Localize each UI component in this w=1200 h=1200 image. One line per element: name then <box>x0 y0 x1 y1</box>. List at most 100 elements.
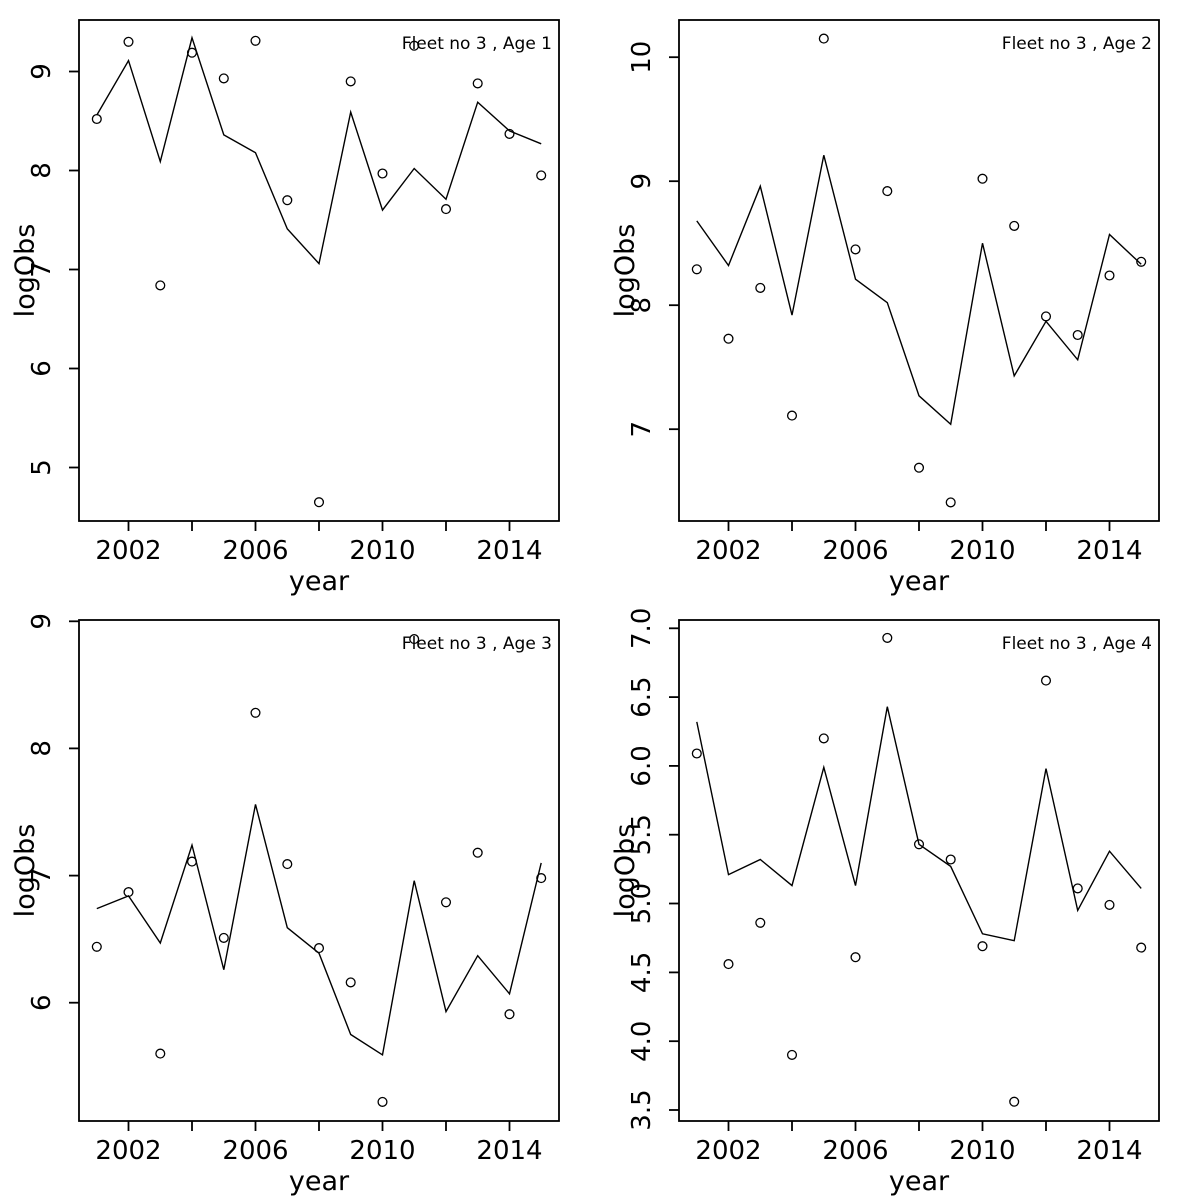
obs-point <box>1104 270 1115 281</box>
obs-point <box>882 632 893 643</box>
obs-point <box>186 47 198 58</box>
x-axis-label: year <box>289 566 350 597</box>
y-tick-label: 3.5 <box>627 1089 657 1130</box>
obs-point <box>250 707 261 718</box>
y-tick-label: 5 <box>27 459 57 476</box>
fit-line <box>96 35 542 266</box>
obs-point <box>536 873 547 884</box>
x-tick-label: 2002 <box>695 536 761 566</box>
y-tick-label: 4.5 <box>627 952 657 993</box>
chart-fleet3-age2: 2002 2006 2010 2014 7 8 9 10 Fleet no 3 , Age 2 y… <box>610 19 1160 597</box>
obs-point <box>218 73 229 84</box>
obs-point <box>786 410 798 421</box>
obs-point <box>1072 329 1083 341</box>
obs-point <box>882 186 893 197</box>
obs-point <box>282 859 293 870</box>
obs-point <box>1136 256 1147 267</box>
plot-frame <box>78 619 560 1122</box>
x-tick-label: 2010 <box>349 1136 415 1166</box>
obs-point <box>91 941 102 952</box>
obs-point <box>913 462 925 473</box>
obs-point <box>723 333 734 344</box>
obs-point <box>786 1049 798 1060</box>
obs-point <box>282 195 293 206</box>
y-tick-label: 6 <box>27 360 57 377</box>
y-tick-label: 6.5 <box>627 676 657 717</box>
x-tick-label: 2002 <box>695 1136 761 1166</box>
x-tick-label: 2002 <box>95 536 161 566</box>
obs-point <box>755 917 766 928</box>
obs-point <box>1040 311 1052 322</box>
obs-point <box>345 76 356 87</box>
chart-fleet3-age3: 2002 2006 2010 2014 6 7 8 9 Fleet no 3 , Age 3 ye… <box>10 613 560 1197</box>
panel-title: Fleet no 3 , Age 3 <box>402 634 552 654</box>
y-tick-label: 4.0 <box>627 1021 657 1062</box>
panel-title: Fleet no 3 , Age 1 <box>402 34 552 54</box>
obs-point <box>313 943 325 954</box>
obs-point <box>691 264 702 275</box>
y-tick-label: 10 <box>627 41 657 74</box>
x-tick-label: 2006 <box>822 1136 888 1166</box>
y-tick-label: 9 <box>627 173 657 190</box>
plot-frame <box>678 619 1160 1122</box>
x-tick-label: 2010 <box>949 1136 1015 1166</box>
obs-point <box>472 78 483 89</box>
x-tick-label: 2002 <box>95 1136 161 1166</box>
y-tick-label: 8 <box>27 162 57 179</box>
x-tick-label: 2014 <box>1076 536 1142 566</box>
panel-fleet3-age3: 2002 2006 2010 2014 6 7 8 9 Fleet no 3 , Age 3 ye… <box>0 600 600 1200</box>
y-tick-label: 5.0 <box>627 883 657 924</box>
chart-fleet3-age1: 2002 2006 2010 2014 5 6 7 8 9 Fleet no 3 , Age 1 y… <box>10 19 560 597</box>
obs-point <box>345 977 356 988</box>
panel-title: Fleet no 3 , Age 4 <box>1002 634 1152 654</box>
x-axis-label: year <box>289 1166 350 1197</box>
obs-point <box>377 1096 388 1107</box>
obs-point <box>691 748 702 759</box>
obs-point <box>504 1009 515 1020</box>
x-tick-label: 2014 <box>476 1136 542 1166</box>
x-tick-label: 2006 <box>222 1136 288 1166</box>
fit-line <box>96 804 542 1057</box>
y-tick-label: 8 <box>27 740 57 757</box>
obs-point <box>1072 883 1083 894</box>
x-tick-label: 2010 <box>949 536 1015 566</box>
obs-point <box>1009 1096 1020 1107</box>
y-tick-label: 7.0 <box>627 608 657 649</box>
x-tick-label: 2014 <box>476 536 542 566</box>
plot-frame <box>78 19 560 522</box>
y-tick-label: 9 <box>27 613 57 630</box>
obs-point <box>186 856 198 867</box>
obs-point <box>440 204 452 215</box>
plot-frame <box>678 19 1160 522</box>
obs-point <box>977 173 988 184</box>
y-tick-label: 5.5 <box>627 814 657 855</box>
y-axis-label: logObs <box>10 224 41 318</box>
fit-line <box>696 155 1142 426</box>
obs-point <box>913 839 925 850</box>
x-tick-label: 2014 <box>1076 1136 1142 1166</box>
fit-line <box>696 706 1142 942</box>
obs-point <box>850 952 861 963</box>
x-axis-label: year <box>889 566 950 597</box>
y-tick-label: 6.0 <box>627 745 657 786</box>
x-tick-label: 2010 <box>349 536 415 566</box>
obs-point <box>977 941 988 952</box>
obs-point <box>755 282 766 293</box>
obs-point <box>250 35 261 46</box>
obs-point <box>945 854 956 865</box>
obs-point <box>1040 675 1052 686</box>
x-tick-label: 2006 <box>822 536 888 566</box>
obs-point <box>723 959 734 970</box>
y-tick-label: 6 <box>27 994 57 1011</box>
y-tick-label: 7 <box>27 261 57 278</box>
obs-point <box>818 733 829 744</box>
obs-point <box>377 168 388 179</box>
obs-point <box>1136 942 1147 953</box>
panel-fleet3-age4: 2002 2006 2010 2014 3.5 4.0 4.5 5.0 5.5 6.0 6.5 7.0… <box>600 600 1200 1200</box>
obs-point <box>472 847 483 858</box>
y-axis-label: logObs <box>610 224 641 318</box>
y-tick-label: 7 <box>627 421 657 438</box>
y-tick-label: 7 <box>27 867 57 884</box>
obs-point <box>409 634 420 645</box>
